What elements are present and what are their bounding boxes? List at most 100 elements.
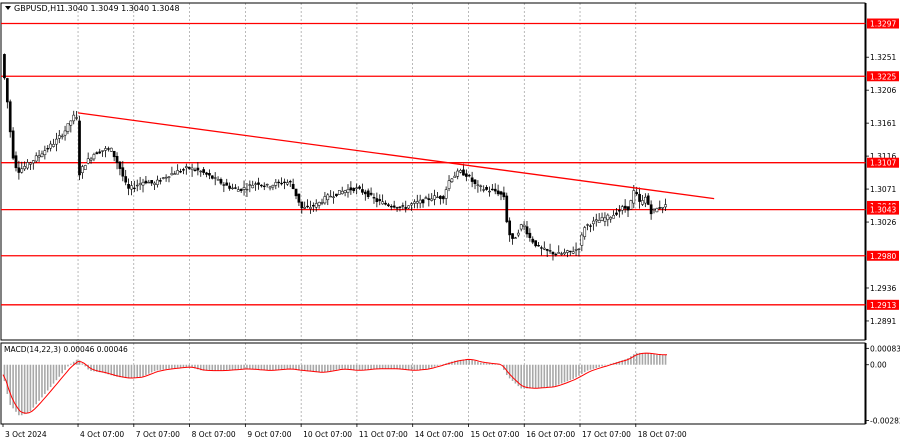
- candle-body: [389, 206, 393, 208]
- candle-body: [294, 188, 298, 197]
- candle-body: [26, 162, 29, 169]
- candle-body: [69, 120, 73, 126]
- price-label-box: [867, 157, 899, 168]
- vertical-grid: [77, 3, 637, 424]
- candle-body: [661, 206, 665, 209]
- candle-body: [239, 188, 243, 191]
- price-label-text: 1.3107: [870, 159, 896, 168]
- candle-body: [225, 182, 229, 186]
- dropdown-triangle-icon[interactable]: [5, 6, 11, 10]
- candle-body: [107, 148, 110, 150]
- candle-body: [268, 186, 272, 189]
- candle-body: [236, 189, 240, 192]
- candle-body: [413, 201, 416, 204]
- candle-body: [234, 187, 237, 189]
- candle-body: [219, 179, 223, 184]
- candle-body: [190, 167, 194, 171]
- candle-body: [609, 217, 613, 220]
- price-label-box: [867, 18, 899, 29]
- candle-body: [156, 179, 159, 185]
- candle-body: [320, 202, 324, 204]
- candle-body: [95, 152, 99, 155]
- candle-body: [401, 205, 405, 207]
- candle-body: [23, 166, 27, 170]
- candle-body: [37, 155, 41, 158]
- ohlc-label: 1.3040 1.3049 1.3040 1.3048: [60, 4, 180, 13]
- candle-body: [254, 183, 257, 185]
- candle-body: [124, 176, 128, 183]
- candle-body: [262, 185, 266, 188]
- candle-body: [161, 177, 165, 179]
- candle-body: [135, 184, 139, 187]
- candle-body: [335, 193, 338, 197]
- candle-body: [14, 155, 18, 169]
- candle-body: [231, 187, 234, 190]
- candle-body: [329, 195, 333, 198]
- candle-body: [337, 190, 341, 195]
- candle-body: [516, 232, 520, 236]
- candle-body: [548, 250, 552, 252]
- candle-body: [395, 207, 399, 209]
- symbol-label: GBPUSD,H1: [14, 4, 61, 13]
- candle-body: [384, 202, 387, 205]
- candle-body: [20, 168, 24, 173]
- candle-body: [410, 203, 413, 206]
- candle-body: [519, 224, 523, 230]
- candle-body: [150, 180, 154, 184]
- macd-axis: 0.00083 0.00 -0.00282: [865, 343, 900, 425]
- candle-body: [98, 151, 102, 154]
- candle-body: [63, 130, 67, 136]
- candle-body: [646, 195, 650, 205]
- candle-body: [499, 191, 503, 195]
- candle-body: [643, 196, 647, 204]
- candle-body: [326, 194, 330, 201]
- candle-body: [632, 190, 636, 204]
- time-label: 8 Oct 07:00: [192, 430, 236, 439]
- candle-body: [31, 160, 35, 164]
- candle-body: [86, 158, 90, 164]
- price-label-box: [867, 299, 899, 310]
- candle-body: [424, 197, 428, 200]
- candle-body: [404, 207, 408, 209]
- candle-body: [346, 189, 350, 193]
- price-tick-label: 1.3206: [870, 86, 896, 95]
- candle-body: [557, 252, 561, 254]
- candle-body: [46, 148, 50, 150]
- candle-body: [141, 182, 145, 186]
- candle-body: [363, 191, 367, 195]
- candle-body: [618, 210, 621, 212]
- candle-body: [508, 220, 512, 236]
- time-axis: 3 Oct 2024 4 Oct 07:00 7 Oct 07:00 8 Oct 07…: [2, 424, 687, 439]
- candle-body: [57, 135, 61, 139]
- candle-body: [522, 224, 526, 227]
- candle-body: [311, 204, 315, 207]
- candle-body: [222, 184, 226, 186]
- candle-body: [436, 196, 439, 199]
- candle-body: [427, 198, 431, 200]
- candle-body: [589, 225, 592, 227]
- candle-body: [577, 248, 581, 250]
- time-label: 9 Oct 07:00: [247, 430, 291, 439]
- candle-body: [127, 184, 130, 189]
- candle-body: [60, 135, 64, 138]
- candle-body: [167, 176, 171, 178]
- candle-body: [629, 200, 633, 210]
- price-candles: [3, 53, 667, 261]
- candle-body: [109, 147, 113, 152]
- candle-body: [542, 247, 546, 250]
- candle-body: [586, 224, 589, 226]
- candle-body: [187, 166, 191, 169]
- price-tick-label: 1.3251: [870, 53, 896, 62]
- candle-body: [199, 170, 203, 173]
- candle-body: [43, 150, 47, 155]
- candle-body: [453, 175, 457, 178]
- candle-body: [358, 186, 361, 189]
- price-panel-frame: [0, 2, 866, 341]
- time-label: 4 Oct 07:00: [80, 430, 124, 439]
- time-label: 10 Oct 07:00: [303, 430, 352, 439]
- candle-body: [158, 180, 162, 182]
- trendline: [77, 112, 715, 200]
- candle-body: [303, 206, 307, 209]
- candle-body: [531, 238, 535, 243]
